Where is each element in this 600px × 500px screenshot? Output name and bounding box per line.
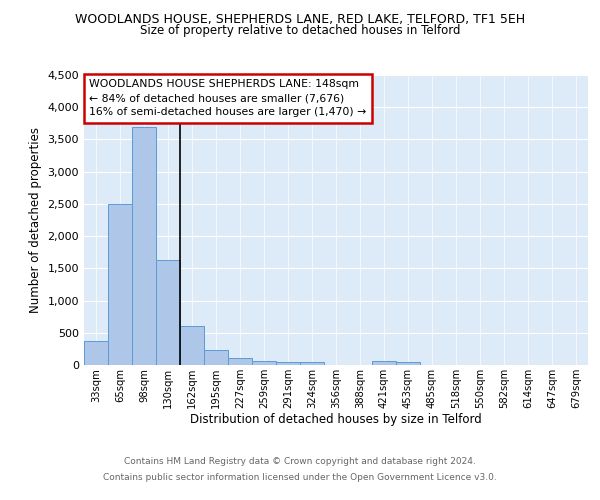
Text: WOODLANDS HOUSE, SHEPHERDS LANE, RED LAKE, TELFORD, TF1 5EH: WOODLANDS HOUSE, SHEPHERDS LANE, RED LAK… [75,12,525,26]
Text: Distribution of detached houses by size in Telford: Distribution of detached houses by size … [190,412,482,426]
Bar [300,362,324,365]
Bar [180,326,204,365]
Text: Size of property relative to detached houses in Telford: Size of property relative to detached ho… [140,24,460,37]
Text: Contains public sector information licensed under the Open Government Licence v3: Contains public sector information licen… [103,472,497,482]
Bar [132,126,156,365]
Bar [396,362,420,365]
Y-axis label: Number of detached properties: Number of detached properties [29,127,42,313]
Bar [108,204,132,365]
Bar [84,341,108,365]
Bar [204,350,228,365]
Bar [252,361,276,365]
Bar [276,362,300,365]
Bar [372,361,396,365]
Bar [156,260,180,365]
Text: Contains HM Land Registry data © Crown copyright and database right 2024.: Contains HM Land Registry data © Crown c… [124,458,476,466]
Text: WOODLANDS HOUSE SHEPHERDS LANE: 148sqm
← 84% of detached houses are smaller (7,6: WOODLANDS HOUSE SHEPHERDS LANE: 148sqm ←… [89,80,366,118]
Bar [228,358,252,365]
